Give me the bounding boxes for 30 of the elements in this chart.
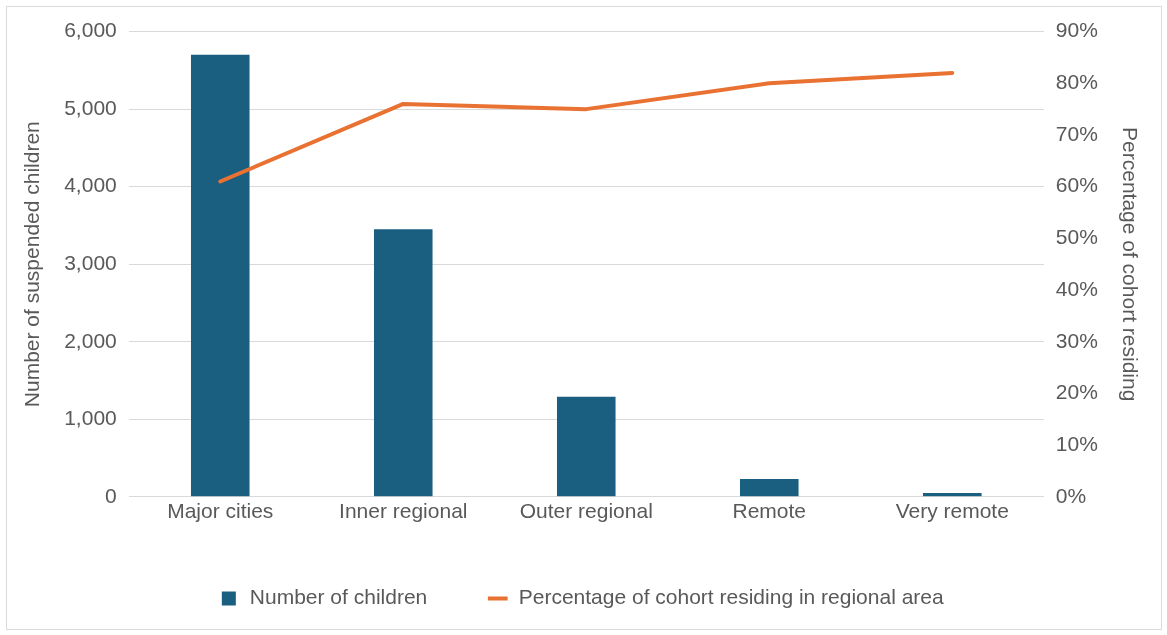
y2-tick-label: 70% xyxy=(1055,121,1098,145)
y2-tick-label: 10% xyxy=(1055,431,1098,455)
y-tick-label: 5,000 xyxy=(64,95,117,119)
y2-tick-label: 20% xyxy=(1055,380,1098,404)
x-tick-label: Very remote xyxy=(895,499,1009,523)
y-tick-label: 4,000 xyxy=(64,173,117,197)
bar xyxy=(739,478,799,497)
legend-label: Percentage of cohort residing in regional area xyxy=(518,585,944,609)
y-tick-label: 6,000 xyxy=(64,18,117,42)
y2-tick-label: 80% xyxy=(1055,70,1098,94)
x-tick-label: Inner regional xyxy=(339,499,468,523)
bar xyxy=(556,396,616,497)
y2-tick-label: 90% xyxy=(1055,18,1098,42)
x-tick-label: Major cities xyxy=(167,499,274,523)
y2-tick-label: 60% xyxy=(1055,173,1098,197)
y-tick-label: 3,000 xyxy=(64,251,117,274)
legend-label: Number of children xyxy=(249,585,428,609)
y2-tick-label: 40% xyxy=(1055,276,1098,300)
y-tick-label: 1,000 xyxy=(64,406,117,430)
bar xyxy=(190,54,250,497)
x-tick-label: Remote xyxy=(732,499,807,523)
y-axis-title: Number of suspended children xyxy=(20,121,44,408)
y2-tick-label: 30% xyxy=(1055,328,1098,352)
y-tick-label: 2,000 xyxy=(64,328,117,352)
y-tick-label: 0 xyxy=(105,483,117,507)
y2-tick-label: 50% xyxy=(1055,225,1098,249)
bar xyxy=(373,229,433,497)
x-tick-label: Outer regional xyxy=(519,499,653,523)
y2-tick-label: 0% xyxy=(1055,483,1087,507)
y2-axis-title: Percentage of cohort residing xyxy=(1118,127,1142,402)
